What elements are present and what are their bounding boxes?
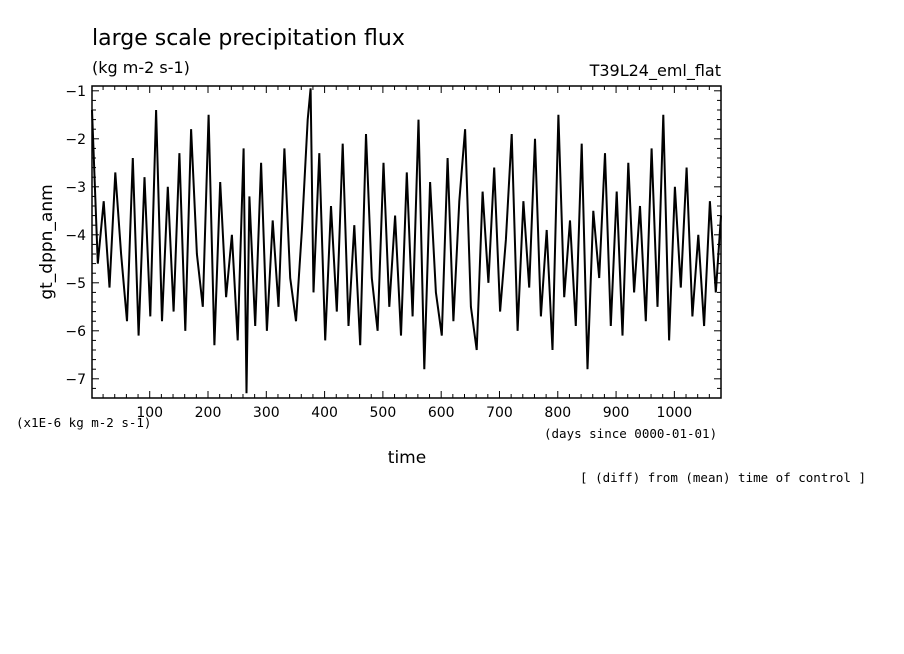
y-axis-ticks [92,90,721,399]
x-tick-label: 100 [136,405,163,421]
x-tick-label: 700 [486,405,513,421]
y-tick-label: −2 [65,132,86,148]
x-tick-label: 900 [603,405,630,421]
y-tick-label: −6 [65,324,86,340]
x-units-note: (days since 0000-01-01) [544,426,717,441]
x-axis-tick-labels: 100 200 300 400 500 600 700 800 900 1000 [136,405,692,421]
y-tick-label: −7 [65,372,86,388]
series-line-0 [91,88,722,394]
series-layer [91,88,722,394]
x-tick-label: 1000 [657,405,693,421]
x-tick-label: 300 [253,405,280,421]
x-axis-label: time [388,448,426,468]
x-tick-label: 200 [195,405,222,421]
chart-units: (kg m-2 s-1) [92,58,190,77]
y-axis-label: gt_dppn_anm [37,184,57,299]
chart-title: large scale precipitation flux [92,26,405,51]
footer-note: [ (diff) from (mean) time of control ] [580,470,866,485]
y-scale-note: (x1E-6 kg m-2 s-1) [16,415,151,430]
x-tick-label: 500 [370,405,397,421]
x-tick-label: 400 [311,405,338,421]
y-tick-label: −3 [65,180,86,196]
plot-frame [91,85,722,399]
x-axis-ticks [102,86,722,398]
x-tick-label: 600 [428,405,455,421]
y-tick-label: −5 [65,276,86,292]
y-tick-label: −1 [65,84,86,100]
y-axis-tick-labels: −1 −2 −3 −4 −5 −6 −7 [65,84,86,388]
x-tick-label: 800 [544,405,571,421]
run-name: T39L24_eml_flat [589,61,721,81]
y-tick-label: −4 [65,228,86,244]
